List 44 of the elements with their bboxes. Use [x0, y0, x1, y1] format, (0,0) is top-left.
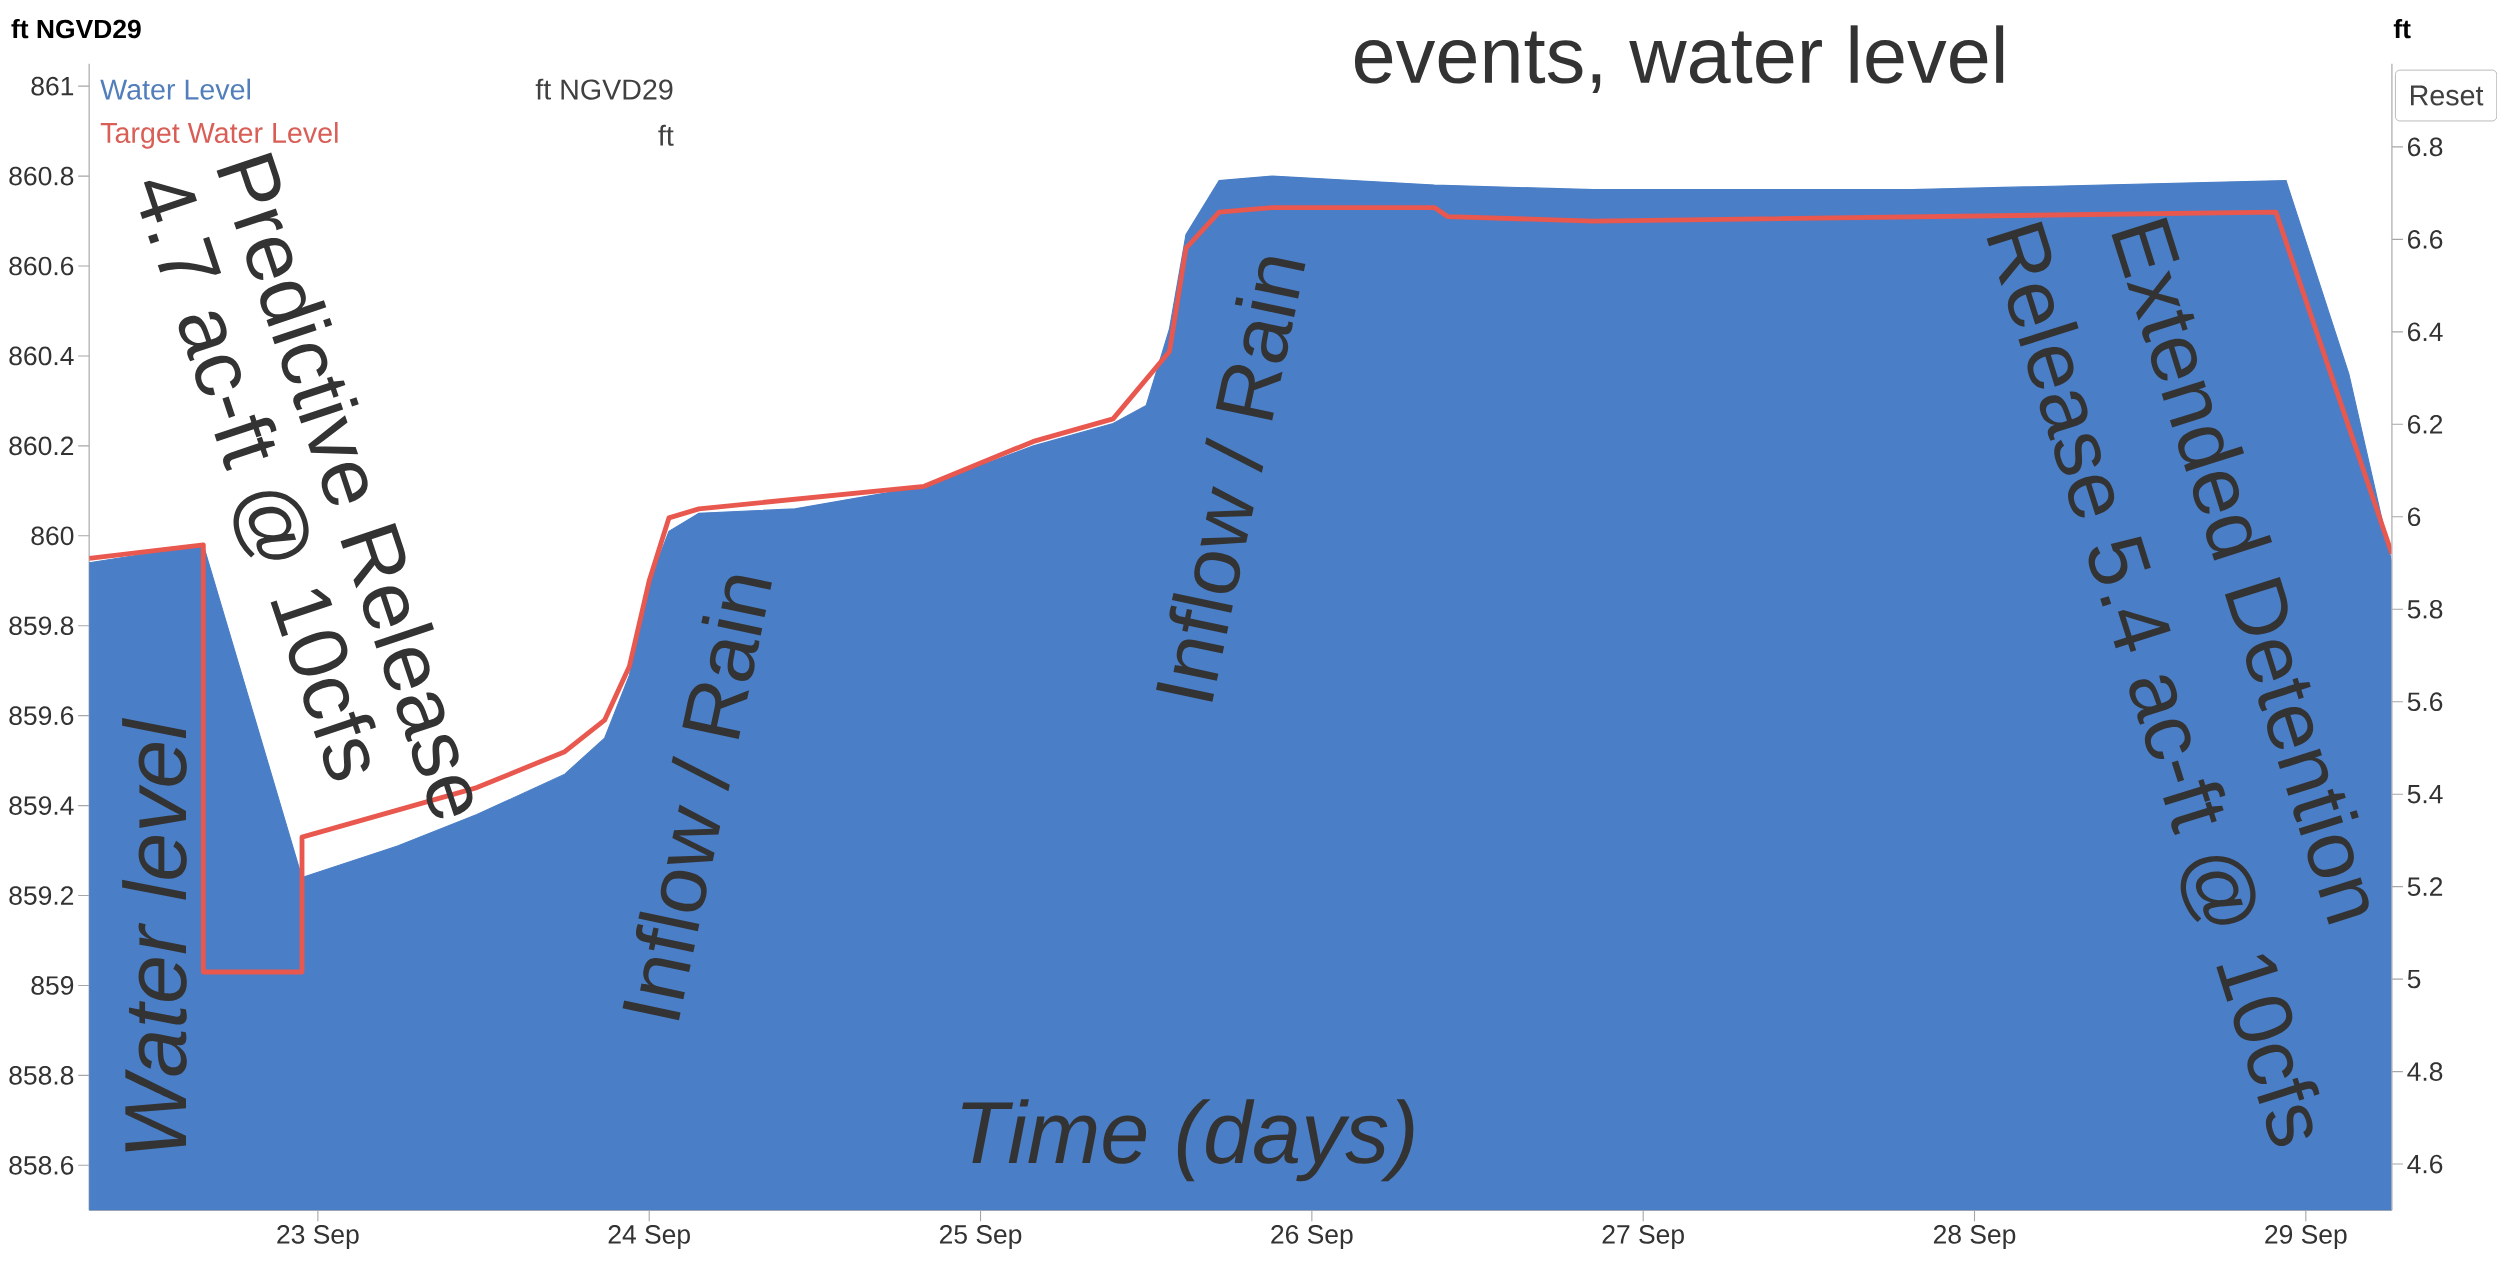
annotation: Water level: [122, 718, 187, 1152]
x-tick-label: 25 Sep: [939, 1225, 1022, 1250]
y-tick-label: 860.2: [9, 436, 74, 456]
y-tick-label: 858.6: [9, 1156, 74, 1175]
annotation: Inflow / Rain: [1156, 257, 1306, 702]
y2-tick-label: 5.6: [2407, 692, 2443, 712]
x-tick-label: 27 Sep: [1602, 1225, 1684, 1250]
y2-tick-label: 4.8: [2407, 1062, 2443, 1082]
y-tick-label: 860.6: [9, 256, 74, 276]
y2-tick-label: 6.8: [2408, 137, 2443, 157]
y2-tick-label: 5.8: [2407, 600, 2443, 619]
y2-tick-label: 6.2: [2408, 415, 2443, 434]
y2-tick-label: 6: [2408, 507, 2421, 527]
annotation: Time (days): [962, 1099, 1414, 1182]
y2-axis-title: ft: [2393, 19, 2411, 39]
y-tick-label: 859.2: [9, 886, 74, 906]
y-tick-label: 859.8: [9, 616, 74, 636]
x-tick-label: 26 Sep: [1271, 1225, 1353, 1250]
y-tick-label: 860: [31, 526, 74, 546]
y-tick-label: 859: [31, 976, 74, 995]
y-tick-label: 860.4: [9, 346, 74, 366]
y-axis-title: ft NGVD29: [11, 19, 141, 39]
text: Target Water Level: [100, 122, 338, 149]
y2-tick-label: 4.6: [2407, 1154, 2443, 1174]
annotation: ft: [658, 125, 674, 146]
y2-tick-label: 6.4: [2408, 322, 2443, 342]
y-tick-label: 858.8: [9, 1066, 74, 1085]
chart-title: events, water level: [1354, 25, 2004, 94]
y-tick-label: 859.6: [9, 706, 74, 726]
y2-tick-label: 6.6: [2408, 230, 2443, 249]
annotation: ft NGVD29: [535, 78, 673, 100]
y2-tick-label: 5.4: [2407, 785, 2443, 804]
y2-tick-label: 5.2: [2407, 877, 2443, 897]
annotation: Inflow / Rain: [622, 575, 772, 1021]
y-tick-label: 859.4: [9, 796, 74, 816]
y-tick-label: 860.8: [9, 166, 74, 186]
y-tick-label: 861: [31, 77, 74, 96]
text: Reset: [2411, 85, 2484, 106]
x-tick-label: 29 Sep: [2265, 1225, 2347, 1250]
text: Water Level: [100, 78, 250, 100]
x-tick-label: 23 Sep: [277, 1225, 359, 1250]
x-tick-label: 28 Sep: [1933, 1225, 2016, 1250]
y2-tick-label: 5: [2407, 970, 2421, 989]
x-tick-label: 24 Sep: [608, 1225, 690, 1250]
